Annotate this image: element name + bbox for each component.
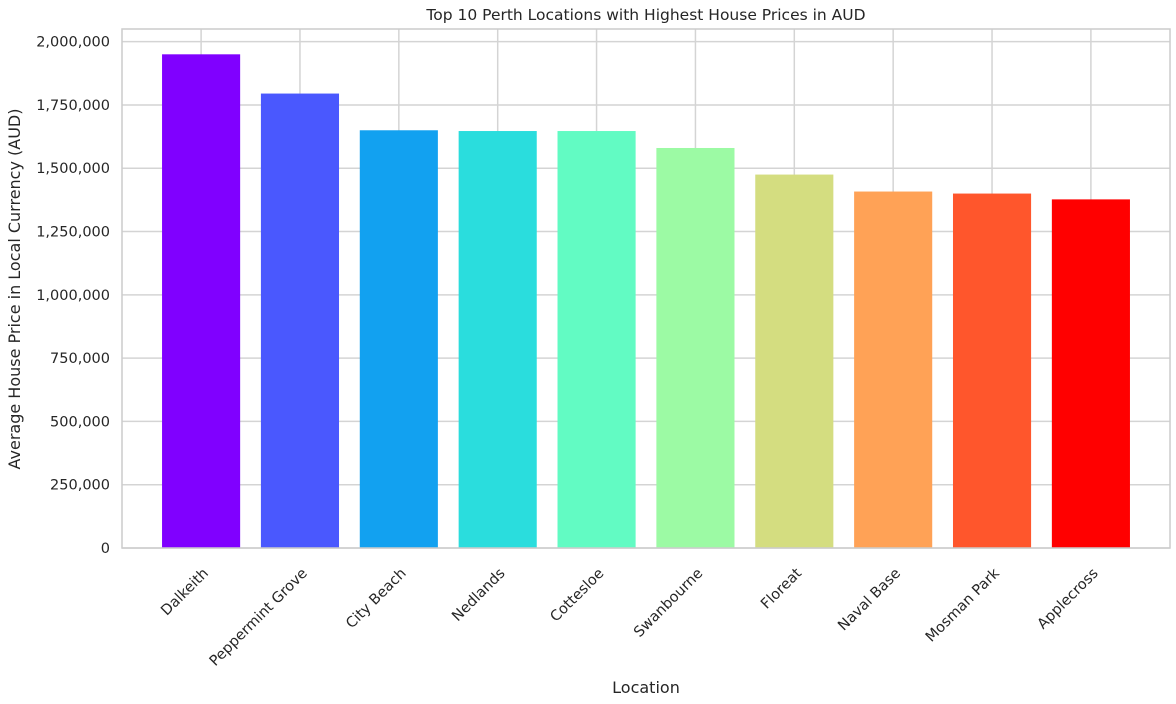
y-tick-label: 750,000 xyxy=(50,351,110,367)
x-tick-label: Cottesloe xyxy=(548,565,608,625)
y-tick-label: 1,000,000 xyxy=(36,288,110,304)
y-tick-label: 250,000 xyxy=(50,478,110,494)
bar xyxy=(359,130,438,548)
x-tick-label: Dalkeith xyxy=(158,566,212,620)
bar xyxy=(557,131,636,548)
y-tick-label: 500,000 xyxy=(50,414,110,430)
x-axis-label: Location xyxy=(612,678,680,697)
bar xyxy=(260,93,340,548)
y-axis-label: Average House Price in Local Currency (A… xyxy=(5,109,24,470)
x-tick-label: Applecross xyxy=(1035,566,1102,633)
x-tick-label: Mosman Park xyxy=(923,565,1003,645)
y-tick-label: 2,000,000 xyxy=(36,35,110,51)
x-tick-label: Floreat xyxy=(758,565,805,612)
bars xyxy=(162,54,1130,549)
x-tick-label: Naval Base xyxy=(835,565,904,634)
bar xyxy=(656,147,735,549)
y-tick-label: 1,250,000 xyxy=(36,225,110,241)
bar xyxy=(1051,199,1130,548)
y-tick-label: 0 xyxy=(101,541,110,557)
bar xyxy=(755,174,834,548)
y-axis-ticks: 0 250,000 500,000 750,000 1,000,000 1,250,000… xyxy=(36,35,110,557)
x-tick-label: Peppermint Grove xyxy=(207,565,311,669)
y-tick-label: 1,500,000 xyxy=(36,161,110,177)
x-tick-label: Swanbourne xyxy=(631,565,706,640)
bar xyxy=(952,193,1032,548)
x-tick-label: City Beach xyxy=(343,566,409,632)
plot-frame xyxy=(121,28,1171,549)
bar xyxy=(162,54,241,548)
bar xyxy=(458,131,537,548)
x-tick-label: Nedlands xyxy=(449,566,508,625)
chart-title: Top 10 Perth Locations with Highest Hous… xyxy=(425,6,865,24)
y-tick-label: 1,750,000 xyxy=(36,98,110,114)
bar xyxy=(854,191,933,548)
